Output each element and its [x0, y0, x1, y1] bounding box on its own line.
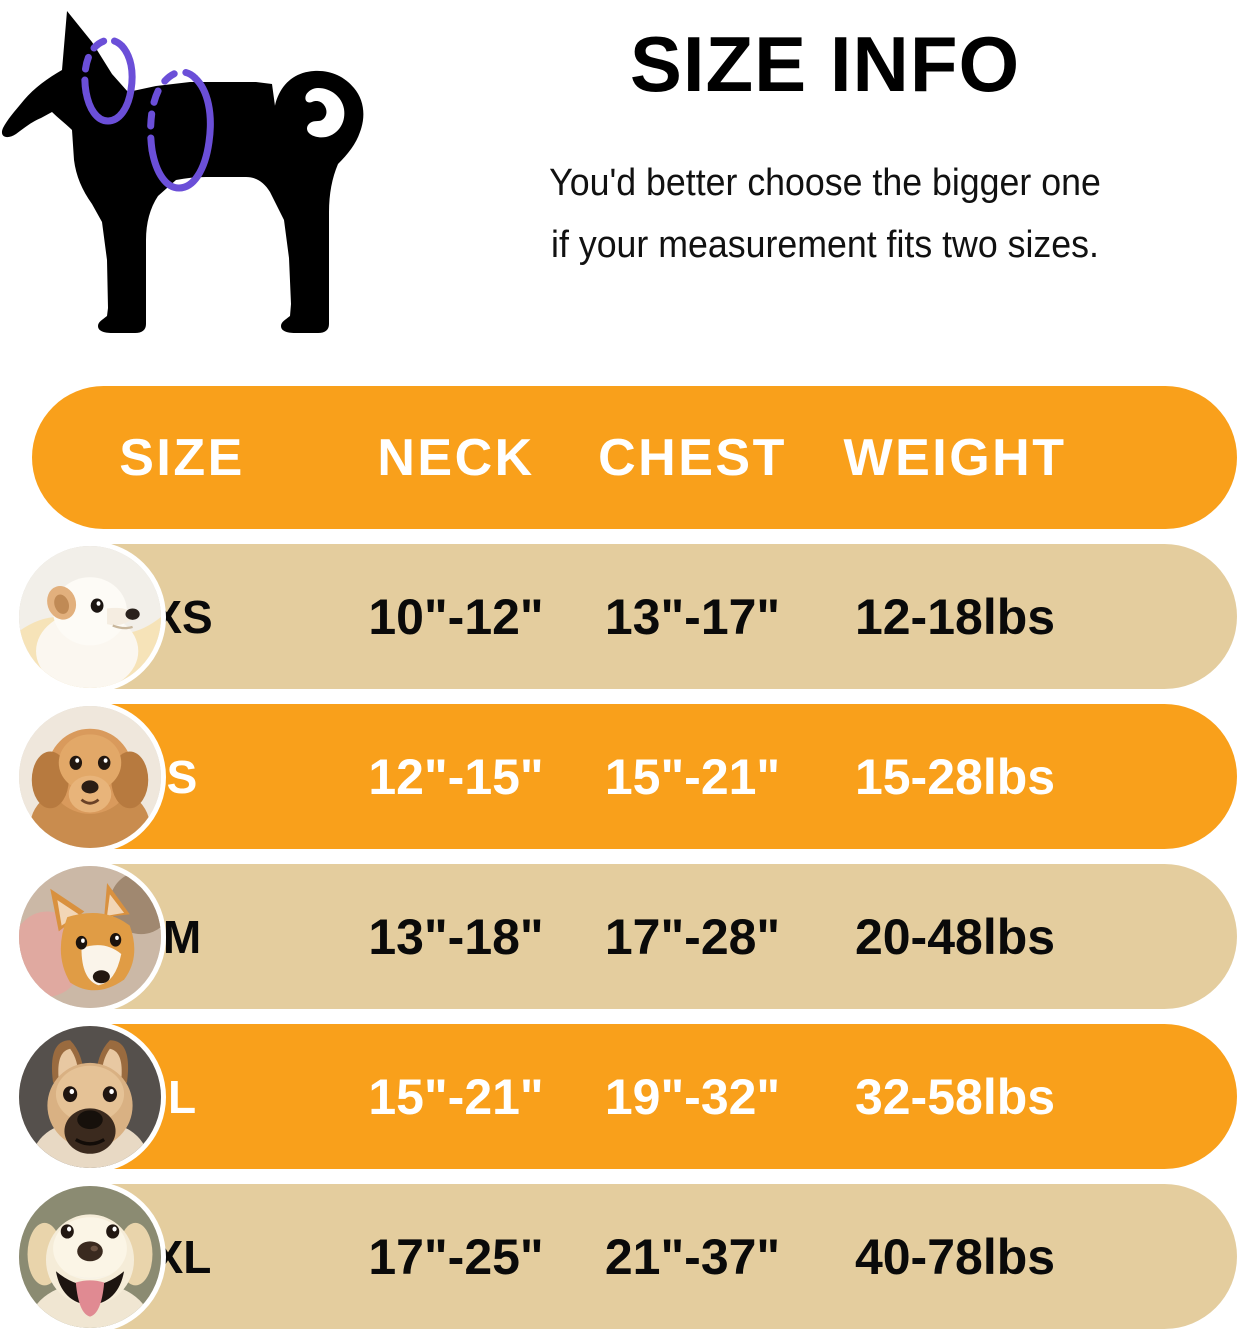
table-row: XL 17"-25" 21"-37" 40-78lbs	[14, 1181, 1237, 1331]
cell-chest: 15"-21"	[604, 748, 781, 805]
subtitle-line-1: You'd better choose the bigger one	[549, 162, 1101, 204]
cell-weight: 40-78lbs	[854, 1228, 1056, 1285]
labrador-photo	[14, 1181, 166, 1331]
cell-chest: 21"-37"	[604, 1228, 781, 1285]
column-header-size: SIZE	[119, 428, 245, 487]
french-bulldog-photo	[14, 1021, 166, 1173]
shiba-inu-photo	[14, 861, 166, 1013]
dog-measurement-diagram	[0, 8, 400, 333]
cell-weight: 20-48lbs	[854, 908, 1056, 965]
cell-chest: 13"-17"	[604, 588, 781, 645]
cell-neck: 10"-12"	[368, 588, 544, 645]
cell-size: M	[162, 910, 202, 963]
pomeranian-photo	[14, 541, 166, 693]
poodle-photo	[14, 701, 166, 853]
page-title: SIZE INFO	[629, 20, 1021, 108]
page-subtitle: You'd better choose the bigger one if yo…	[435, 152, 1215, 276]
table-row: M 13"-18" 17"-28" 20-48lbs	[14, 861, 1237, 1013]
chest-measure-ring-icon	[147, 68, 214, 192]
cell-size: S	[166, 750, 198, 803]
cell-weight: 32-58lbs	[854, 1068, 1056, 1125]
cell-neck: 12"-15"	[368, 748, 544, 805]
subtitle-line-2: if your measurement fits two sizes.	[551, 224, 1099, 266]
header-section: SIZE INFO You'd better choose the bigger…	[0, 0, 1247, 360]
column-header-neck: NECK	[377, 428, 535, 487]
dog-silhouette-icon	[1, 11, 364, 333]
cell-weight: 12-18lbs	[854, 588, 1056, 645]
neck-measure-ring-icon	[81, 36, 136, 125]
heading-block: SIZE INFO You'd better choose the bigger…	[410, 22, 1240, 276]
table-row: XS 10"-12" 13"-17" 12-18lbs	[14, 541, 1237, 693]
table-header-row: SIZE NECK CHEST WEIGHT	[32, 386, 1237, 529]
cell-chest: 19"-32"	[604, 1068, 781, 1125]
cell-size: L	[167, 1070, 197, 1123]
size-table: SIZE NECK CHEST WEIGHT	[0, 386, 1247, 1331]
column-header-weight: WEIGHT	[843, 428, 1067, 487]
table-row: S 12"-15" 15"-21" 15-28lbs	[14, 701, 1237, 853]
table-row: L 15"-21" 19"-32" 32-58lbs	[14, 1021, 1237, 1173]
column-header-chest: CHEST	[598, 428, 787, 487]
cell-chest: 17"-28"	[604, 908, 781, 965]
cell-neck: 13"-18"	[368, 908, 544, 965]
cell-weight: 15-28lbs	[854, 748, 1056, 805]
cell-neck: 17"-25"	[368, 1228, 544, 1285]
cell-neck: 15"-21"	[368, 1068, 544, 1125]
